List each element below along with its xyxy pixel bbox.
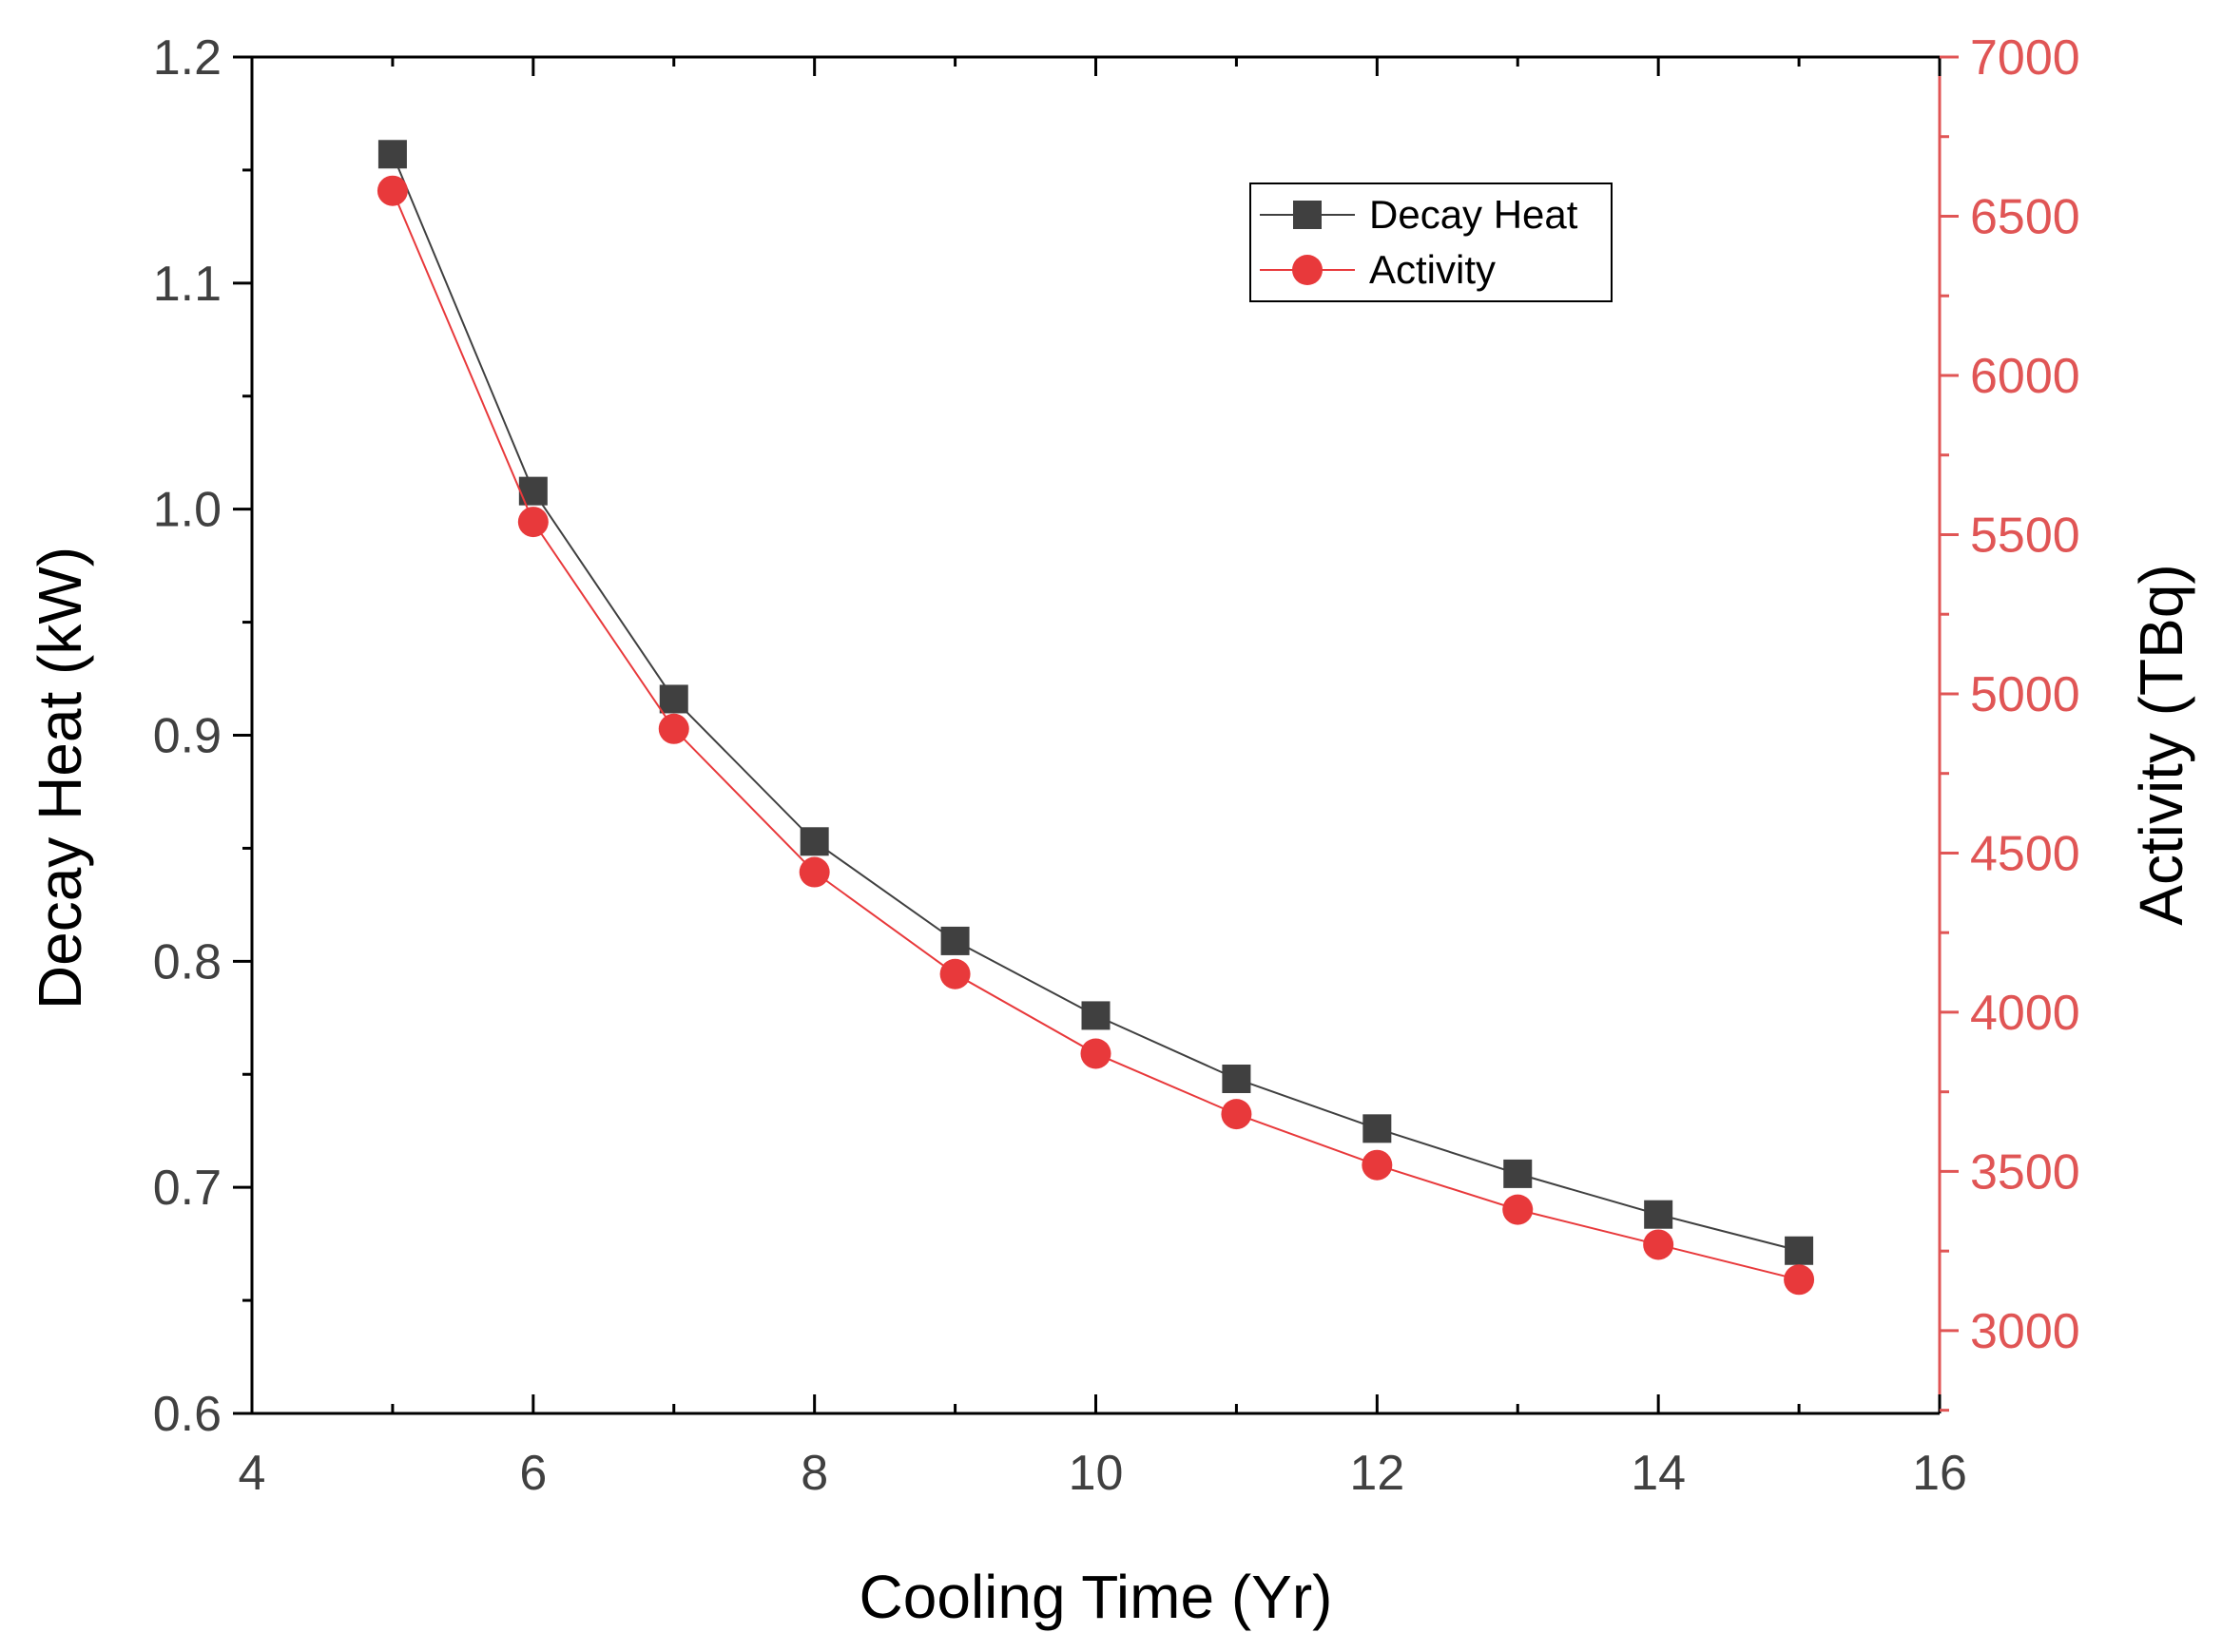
- activity-point: [1643, 1229, 1674, 1260]
- decay-heat-point: [1081, 1001, 1111, 1030]
- y-tick-label: 1.0: [153, 483, 222, 538]
- y-tick-label: 0.7: [153, 1161, 222, 1216]
- y2-tick-label: 5500: [1970, 508, 2080, 563]
- activity-point: [939, 958, 971, 989]
- activity-point: [799, 856, 830, 888]
- activity-point: [1362, 1149, 1393, 1181]
- y-axis-title: Decay Heat (kW): [26, 547, 94, 1009]
- decay-heat-point: [1644, 1200, 1673, 1229]
- legend-marker-decay-heat: [1293, 201, 1322, 229]
- y2-tick-label: 5000: [1970, 667, 2080, 722]
- y2-tick-label: 3500: [1970, 1144, 2080, 1200]
- decay-heat-point: [1503, 1159, 1533, 1188]
- y-tick-label: 0.9: [153, 709, 222, 764]
- x-tick-label: 6: [519, 1446, 547, 1501]
- decay-heat-point: [518, 476, 548, 506]
- activity-series-line: [391, 190, 1800, 1281]
- activity-point: [1080, 1038, 1111, 1069]
- activity-point: [1221, 1099, 1252, 1130]
- decay-heat-point: [659, 684, 688, 714]
- decay-heat-point: [1785, 1236, 1814, 1265]
- legend-label-decay-heat: Decay Heat: [1369, 192, 1578, 237]
- activity-point: [1502, 1194, 1534, 1225]
- activity-point: [1784, 1264, 1815, 1296]
- x-tick-label: 16: [1912, 1446, 1967, 1501]
- y-tick-label: 0.6: [153, 1387, 222, 1442]
- axes: 4 6 8 10 12 14 16 0.6 0.7 0.8 0.9 1.0 1.1 1.2 3000 3500…: [153, 30, 2080, 1501]
- x-axis-title: Cooling Time (Yr): [860, 1563, 1333, 1631]
- decay-heat-point: [1222, 1065, 1251, 1094]
- x-tick-label: 8: [801, 1446, 828, 1501]
- y2-tick-label: 3000: [1970, 1304, 2080, 1359]
- legend-marker-activity: [1292, 255, 1323, 285]
- x-tick-label: 12: [1349, 1446, 1404, 1501]
- x-tick-label: 14: [1631, 1446, 1686, 1501]
- y2-tick-label: 4500: [1970, 826, 2080, 881]
- y2-tick-label: 6000: [1970, 349, 2080, 404]
- y2-tick-label: 4000: [1970, 986, 2080, 1041]
- x-tick-label: 10: [1069, 1446, 1124, 1501]
- plot-area: [377, 140, 1815, 1296]
- y-tick-label: 1.1: [153, 257, 222, 312]
- decay-heat-point: [1362, 1114, 1392, 1143]
- decay-heat-point: [377, 140, 407, 169]
- legend-label-activity: Activity: [1369, 247, 1496, 292]
- y-tick-label: 1.2: [153, 30, 222, 86]
- activity-point: [377, 175, 408, 206]
- x-tick-label: 4: [239, 1446, 266, 1501]
- y2-tick-label: 6500: [1970, 189, 2080, 244]
- decay-heat-series-line: [391, 153, 1800, 1252]
- y2-tick-label: 7000: [1970, 30, 2080, 86]
- decay-heat-point: [800, 827, 829, 856]
- y-tick-label: 0.8: [153, 934, 222, 989]
- activity-point: [517, 507, 549, 538]
- y2-axis-title: Activity (TBq): [2127, 564, 2195, 925]
- activity-point: [658, 713, 689, 744]
- legend: Decay Heat Activity: [1249, 182, 1613, 302]
- decay-heat-point: [940, 926, 970, 955]
